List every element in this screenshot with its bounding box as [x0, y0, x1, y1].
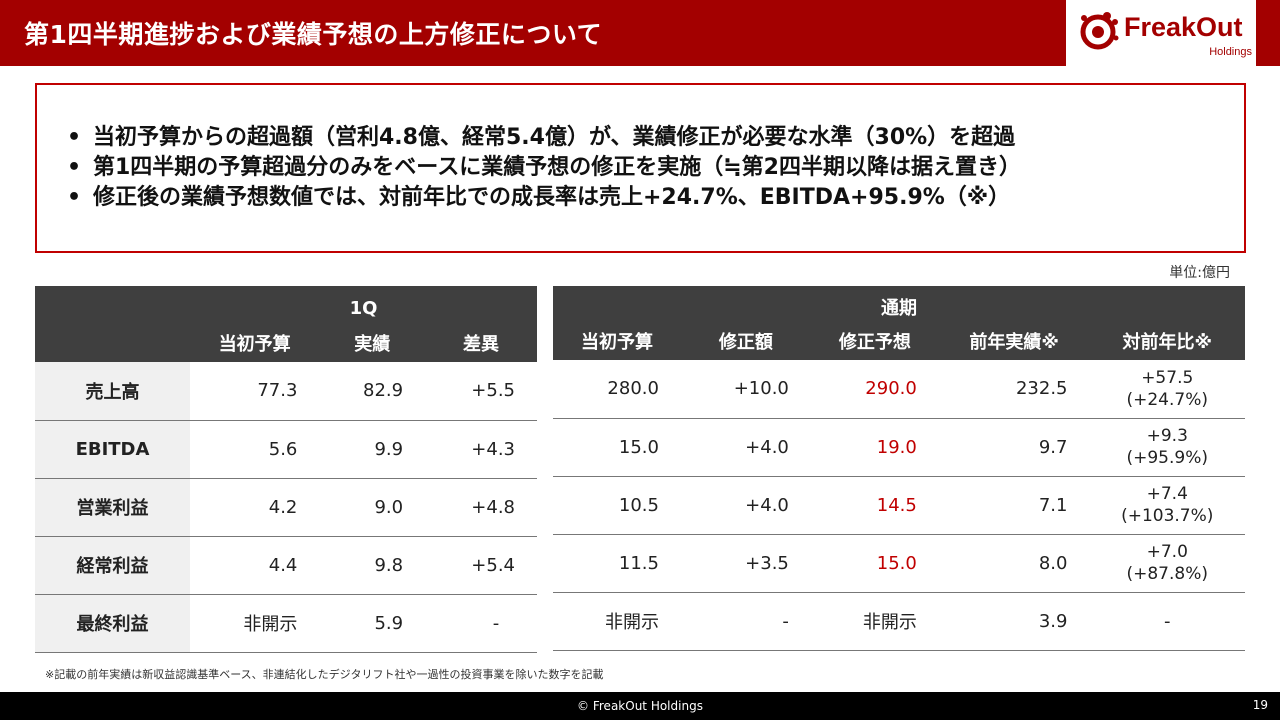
- logo-subtitle: Holdings: [1209, 46, 1252, 58]
- q1-col-diff: 差異: [425, 324, 537, 362]
- q1-col-actual: 実績: [319, 324, 426, 362]
- table-row: 11.5 +3.5 15.0 8.0 +7.0 (+87.8%): [553, 534, 1245, 593]
- fy-yoy: -: [1089, 592, 1245, 651]
- table-row: 15.0 +4.0 19.0 9.7 +9.3 (+95.9%): [553, 418, 1245, 477]
- fy-prior: 232.5: [938, 360, 1090, 419]
- row-label: 営業利益: [35, 478, 190, 537]
- fy-col-budget: 当初予算: [553, 322, 681, 360]
- fy-revised: 14.5: [810, 476, 939, 535]
- summary-bullet: • 当初予算からの超過額（営利4.8億、経常5.4億）が、業績修正が必要な水準（3…: [67, 125, 1016, 150]
- table-row: 営業利益 4.2 9.0 +4.8: [35, 478, 537, 537]
- table-row: 売上高 77.3 82.9 +5.5: [35, 362, 537, 421]
- slide-header: 第1四半期進捗および業績予想の上方修正について FreakOut Holding…: [0, 0, 1280, 66]
- table-row: 280.0 +10.0 290.0 232.5 +57.5 (+24.7%): [553, 360, 1245, 419]
- full-year-table: 通期 当初予算 修正額 修正予想 前年実績※ 対前年比※ 280.0 +10.0…: [553, 286, 1245, 651]
- fy-yoy: +57.5 (+24.7%): [1089, 360, 1245, 419]
- fy-revision: +4.0: [680, 476, 811, 535]
- q1-actual: 5.9: [319, 594, 426, 653]
- fy-revision: -: [680, 592, 811, 651]
- page-number: 19: [1252, 698, 1268, 712]
- fy-revised: 15.0: [810, 534, 939, 593]
- q1-diff: +4.8: [425, 478, 537, 537]
- fy-prior: 8.0: [938, 534, 1090, 593]
- summary-list: • 当初予算からの超過額（営利4.8億、経常5.4億）が、業績修正が必要な水準（3…: [65, 123, 1021, 213]
- fy-revision: +3.5: [680, 534, 811, 593]
- fy-col-revised: 修正予想: [810, 322, 939, 360]
- q1-actual: 9.9: [319, 420, 426, 479]
- fy-revised: 290.0: [810, 360, 939, 419]
- fy-prior: 7.1: [938, 476, 1090, 535]
- fy-budget: 10.5: [553, 476, 681, 535]
- q1-actual: 9.0: [319, 478, 426, 537]
- table-row: 10.5 +4.0 14.5 7.1 +7.4 (+103.7%): [553, 476, 1245, 535]
- fy-budget: 非開示: [553, 592, 681, 651]
- company-logo: FreakOut Holdings: [1066, 0, 1256, 66]
- table-row: 経常利益 4.4 9.8 +5.4: [35, 536, 537, 595]
- q1-diff: +5.4: [425, 536, 537, 595]
- slide-title: 第1四半期進捗および業績予想の上方修正について: [24, 20, 603, 49]
- row-label: 売上高: [35, 362, 190, 421]
- fy-budget: 15.0: [553, 418, 681, 477]
- fy-col-revision: 修正額: [680, 322, 811, 360]
- fy-yoy: +7.0 (+87.8%): [1089, 534, 1245, 593]
- q1-diff: -: [425, 594, 537, 653]
- copyright: © FreakOut Holdings: [577, 699, 703, 713]
- table-row: 非開示 - 非開示 3.9 -: [553, 592, 1245, 651]
- table-row: EBITDA 5.6 9.9 +4.3: [35, 420, 537, 479]
- fy-budget: 11.5: [553, 534, 681, 593]
- logo-mark-icon: [1080, 12, 1119, 50]
- summary-box: • 当初予算からの超過額（営利4.8億、経常5.4億）が、業績修正が必要な水準（3…: [35, 83, 1246, 253]
- fy-yoy: +9.3 (+95.9%): [1089, 418, 1245, 477]
- q1-budget: 非開示: [190, 594, 320, 653]
- fy-prior: 3.9: [938, 592, 1090, 651]
- slide-footer: © FreakOut Holdings 19: [0, 692, 1280, 720]
- row-label: 経常利益: [35, 536, 190, 595]
- fy-revised: 非開示: [810, 592, 939, 651]
- fy-group-header: 通期: [553, 286, 1245, 322]
- unit-label: 単位:億円: [1169, 265, 1230, 281]
- q1-actual: 9.8: [319, 536, 426, 595]
- q1-diff: +5.5: [425, 362, 537, 421]
- fy-revised: 19.0: [810, 418, 939, 477]
- fy-col-prior: 前年実績※: [938, 322, 1090, 360]
- q1-table: 1Q 当初予算 実績 差異 売上高 77.3 82.9 +5.5 EBITDA …: [35, 286, 537, 653]
- summary-bullet: • 修正後の業績予想数値では、対前年比での成長率は売上+24.7%、EBITDA+…: [67, 185, 1011, 210]
- fy-revision: +10.0: [680, 360, 811, 419]
- q1-actual: 82.9: [319, 362, 426, 421]
- fy-yoy: +7.4 (+103.7%): [1089, 476, 1245, 535]
- q1-budget: 5.6: [190, 420, 320, 479]
- q1-budget: 4.4: [190, 536, 320, 595]
- fy-revision: +4.0: [680, 418, 811, 477]
- row-label: 最終利益: [35, 594, 190, 653]
- table-row: 最終利益 非開示 5.9 -: [35, 594, 537, 653]
- fy-budget: 280.0: [553, 360, 681, 419]
- fy-col-yoy: 対前年比※: [1089, 322, 1245, 360]
- row-label: EBITDA: [35, 420, 190, 479]
- q1-diff: +4.3: [425, 420, 537, 479]
- logo-name: FreakOut: [1124, 12, 1243, 42]
- footnote: ※記載の前年実績は新収益認識基準ベース、非連結化したデジタリフト社や一過性の投資…: [45, 668, 604, 681]
- q1-budget: 77.3: [190, 362, 320, 421]
- fy-prior: 9.7: [938, 418, 1090, 477]
- q1-group-header: 1Q: [190, 286, 537, 324]
- summary-bullet: • 第1四半期の予算超過分のみをベースに業績予想の修正を実施（≒第2四半期以降は据…: [67, 155, 1021, 180]
- q1-budget: 4.2: [190, 478, 320, 537]
- q1-col-budget: 当初予算: [190, 324, 320, 362]
